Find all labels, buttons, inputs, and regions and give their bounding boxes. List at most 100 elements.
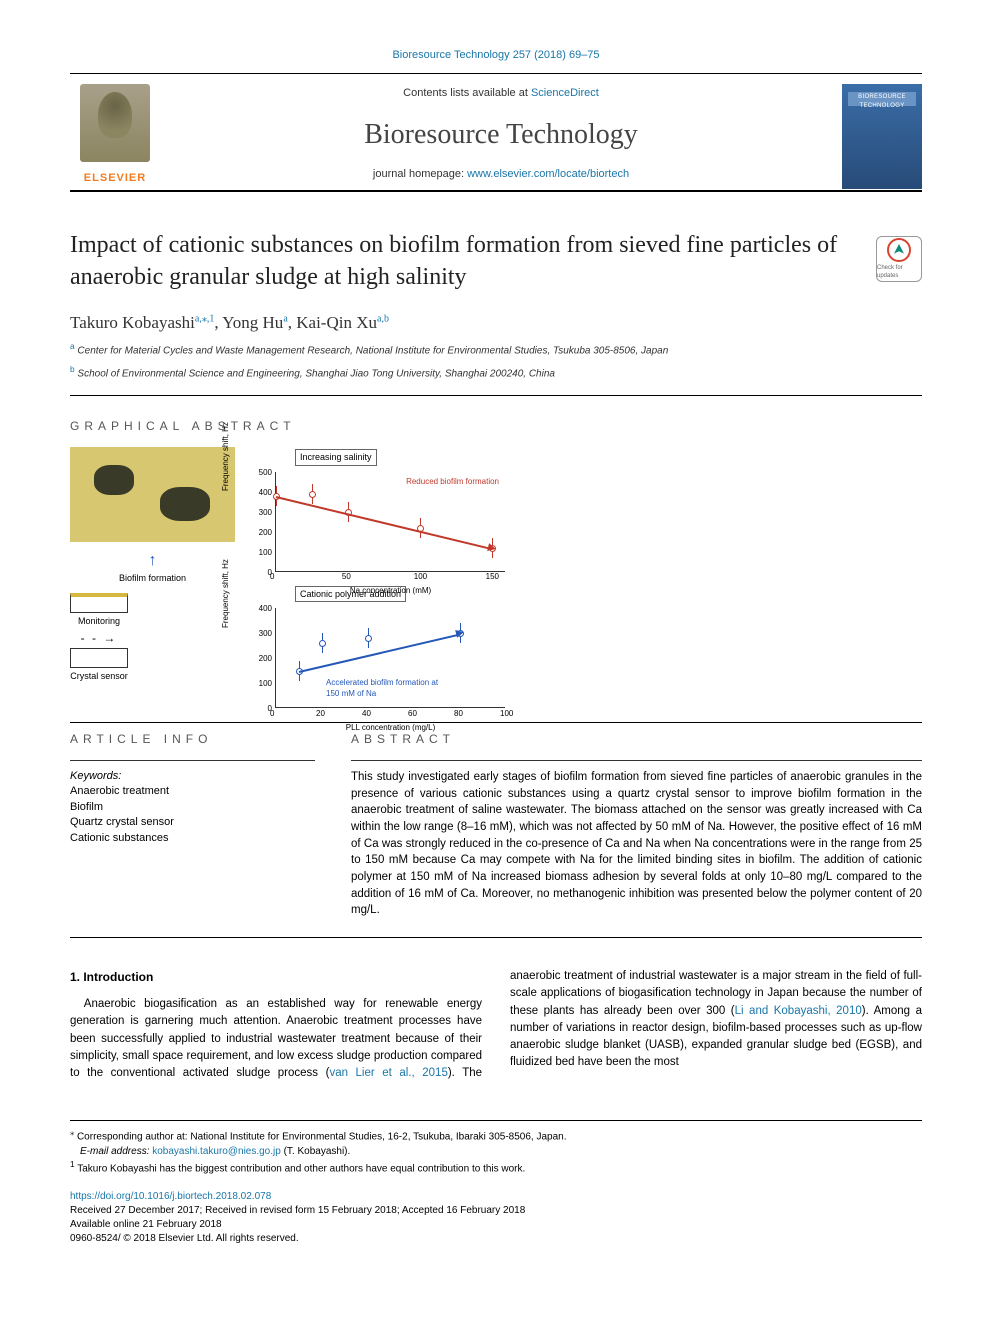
chart-point (365, 635, 372, 642)
chart-xtick: 60 (408, 708, 417, 719)
received-dates: Received 27 December 2017; Received in r… (70, 1204, 922, 1218)
graphical-abstract: ↑ Biofilm formation Monitoring - - → Cry… (70, 447, 922, 708)
ga-sensor-bottom-icon (70, 648, 128, 668)
keywords-label: Keywords: (70, 769, 315, 784)
citation-header: Bioresource Technology 257 (2018) 69–75 (70, 48, 922, 63)
chart-ytick: 100 (246, 678, 272, 689)
chart-xtick: 0 (270, 708, 274, 719)
email-label: E-mail address: (80, 1146, 152, 1157)
email-link[interactable]: kobayashi.takuro@nies.go.jp (152, 1146, 281, 1157)
ga-chart2-ylabel: Frequency shift, Hz (220, 559, 231, 628)
check-updates-label: Check for updates (877, 264, 921, 281)
divider (70, 395, 922, 396)
chart-xtick: 40 (362, 708, 371, 719)
ga-chart2-xlabel: PLL concentration (mg/L) (346, 722, 436, 733)
divider (70, 760, 315, 761)
article-title: Impact of cationic substances on biofilm… (70, 230, 860, 292)
homepage-link[interactable]: www.elsevier.com/locate/biortech (467, 168, 629, 180)
contents-prefix: Contents lists available at (403, 87, 531, 99)
check-updates-badge[interactable]: Check for updates (876, 236, 922, 282)
corr-text: Corresponding author at: National Instit… (74, 1132, 566, 1143)
citation-link[interactable]: van Lier et al., 2015 (329, 1067, 447, 1079)
citation-link[interactable]: Li and Kobayashi, 2010 (735, 1005, 862, 1017)
article-info-label: ARTICLE INFO (70, 731, 315, 748)
homepage-prefix: journal homepage: (373, 168, 467, 180)
chart-ytick: 400 (246, 487, 272, 498)
divider (70, 722, 922, 723)
graphical-abstract-label: GRAPHICAL ABSTRACT (70, 418, 922, 435)
chart-xtick: 100 (500, 708, 513, 719)
chart-ytick: 300 (246, 628, 272, 639)
ga-chart2-note: Accelerated biofilm formation at 150 mM … (326, 677, 446, 699)
authors-line: Takuro Kobayashia,⁎,1, Yong Hua, Kai-Qin… (70, 311, 922, 335)
corresponding-author-note: ⁎ Corresponding author at: National Inst… (70, 1127, 922, 1144)
email-tail: (T. Kobayashi). (281, 1146, 350, 1157)
chart-trend-line (276, 496, 492, 550)
ga-biofilm-arrow: ↑ Biofilm formation (70, 550, 235, 585)
body-span: sludge process ( (236, 1067, 329, 1079)
copyright-line: 0960-8524/ © 2018 Elsevier Ltd. All righ… (70, 1232, 922, 1246)
email-line: E-mail address: kobayashi.takuro@nies.go… (80, 1145, 922, 1159)
chart-ytick: 500 (246, 467, 272, 478)
section-heading-1: 1. Introduction (70, 968, 482, 986)
contribution-note: 1 Takuro Kobayashi has the biggest contr… (70, 1159, 922, 1176)
journal-header: ELSEVIER Contents lists available at Sci… (70, 73, 922, 192)
ga-microscopy-image (70, 447, 235, 542)
author-1-sup: a,⁎,1 (195, 313, 214, 324)
footnotes: ⁎ Corresponding author at: National Inst… (70, 1120, 922, 1176)
keyword-2: Biofilm (70, 800, 315, 815)
author-1: Takuro Kobayashi (70, 313, 195, 332)
elsevier-wordmark: ELSEVIER (84, 171, 146, 186)
ga-biofilm-label: Biofilm formation (119, 572, 186, 585)
chart-xtick: 150 (486, 571, 499, 582)
keyword-3: Quartz crystal sensor (70, 815, 315, 830)
ga-box-salinity: Increasing salinity (295, 449, 377, 466)
chart-ytick: 200 (246, 653, 272, 664)
available-date: Available online 21 February 2018 (70, 1218, 922, 1232)
affil-b-text: School of Environmental Science and Engi… (75, 368, 555, 379)
ga-chart-salinity: Frequency shift, Hz Na concentration (mM… (275, 472, 505, 572)
journal-cover-thumb: BIORESOURCE TECHNOLOGY (842, 84, 922, 189)
chart-xtick: 80 (454, 708, 463, 719)
affiliation-a: a Center for Material Cycles and Waste M… (70, 341, 922, 358)
ga-chart1-xlabel: Na concentration (mM) (350, 585, 431, 596)
ga-sensor-label: Crystal sensor (70, 670, 128, 683)
chart-ytick: 0 (246, 567, 272, 578)
ga-sensor-top-icon (70, 593, 128, 613)
chart-ytick: 400 (246, 603, 272, 614)
contents-lists-line: Contents lists available at ScienceDirec… (174, 86, 828, 101)
divider (351, 760, 922, 761)
chart-arrowhead-icon (455, 628, 465, 638)
chart-xtick: 50 (342, 571, 351, 582)
divider (70, 937, 922, 938)
author-3-sup: a,b (377, 313, 389, 324)
elsevier-tree-icon (80, 84, 150, 162)
homepage-line: journal homepage: www.elsevier.com/locat… (174, 167, 828, 182)
ga-chart1-note: Reduced biofilm formation (406, 476, 499, 487)
abstract-label: ABSTRACT (351, 731, 922, 748)
body-text: 1. Introduction Anaerobic biogasificatio… (70, 968, 922, 1082)
doi-link[interactable]: https://doi.org/10.1016/j.biortech.2018.… (70, 1190, 922, 1204)
chart-point (309, 491, 316, 498)
author-2: , Yong Hu (214, 313, 283, 332)
affiliation-b: b School of Environmental Science and En… (70, 364, 922, 381)
chart-ytick: 200 (246, 527, 272, 538)
abstract-text: This study investigated early stages of … (351, 769, 922, 919)
sciencedirect-link[interactable]: ScienceDirect (531, 87, 599, 99)
footer-metadata: https://doi.org/10.1016/j.biortech.2018.… (70, 1190, 922, 1246)
chart-ytick: 100 (246, 547, 272, 558)
chart-point (319, 640, 326, 647)
journal-name: Bioresource Technology (174, 115, 828, 154)
keyword-1: Anaerobic treatment (70, 784, 315, 799)
chart-xtick: 0 (270, 571, 274, 582)
cover-label: BIORESOURCE TECHNOLOGY (842, 93, 922, 110)
affil-a-text: Center for Material Cycles and Waste Man… (75, 345, 669, 356)
ga-chart-polymer: Frequency shift, Hz PLL concentration (m… (275, 608, 505, 708)
author-3: , Kai-Qin Xu (288, 313, 377, 332)
check-updates-icon (887, 238, 911, 262)
note1-text: Takuro Kobayashi has the biggest contrib… (75, 1163, 526, 1174)
chart-arrowhead-icon (487, 543, 497, 553)
arrow-up-icon: ↑ (149, 550, 157, 572)
chart-ytick: 300 (246, 507, 272, 518)
chart-xtick: 20 (316, 708, 325, 719)
